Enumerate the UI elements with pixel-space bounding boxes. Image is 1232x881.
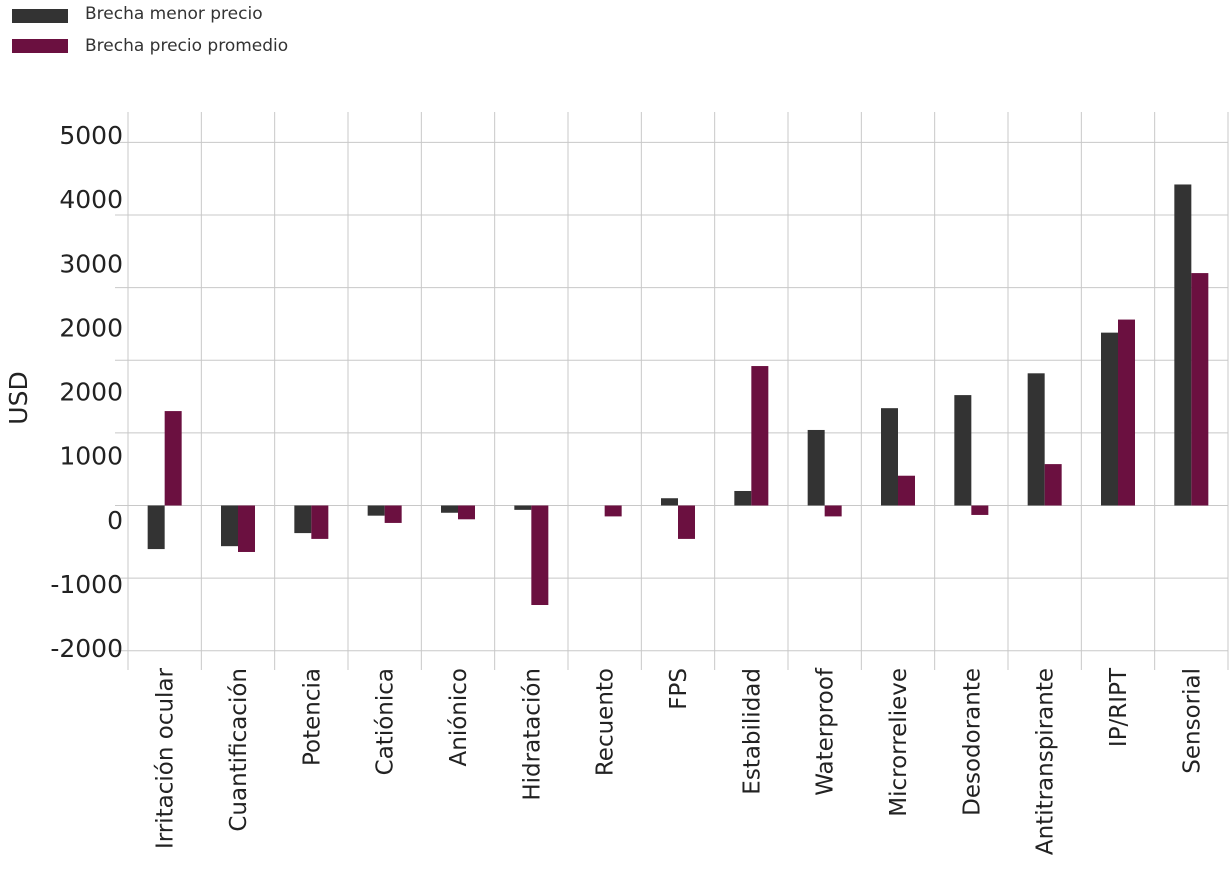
bar-menor-13 [1101, 332, 1118, 506]
x-tick-label: Waterproof [813, 667, 839, 796]
bar-promedio-9 [824, 505, 842, 517]
bar-menor-5 [514, 505, 532, 510]
bar-promedio-3 [384, 505, 402, 523]
bar-promedio-10 [898, 475, 915, 506]
y-tick-label: 2000 [59, 313, 123, 342]
y-tick-label: -1000 [50, 570, 123, 599]
x-tick-label: Aniónico [446, 668, 472, 766]
x-tick-label: Irritación ocular [153, 667, 179, 849]
legend-label-series-1: Brecha menor precio [85, 4, 263, 24]
x-tick-label: Microrrelieve [886, 668, 912, 817]
y-tick-label: 5000 [59, 121, 123, 150]
bar-menor-1 [221, 505, 238, 547]
y-axis-label: USD [4, 371, 33, 424]
bar-menor-4 [441, 505, 458, 513]
x-tick-label: Recuento [593, 668, 619, 776]
bar-promedio-1 [238, 505, 255, 552]
x-tick-label: Cuantificación [226, 668, 252, 832]
x-tick-label: Antitranspirante [1033, 668, 1059, 855]
bar-promedio-8 [751, 366, 769, 506]
x-tick-label: IP/RIPT [1106, 667, 1132, 747]
bar-promedio-11 [971, 505, 989, 515]
x-tick-label: Sensorial [1179, 668, 1205, 774]
bar-menor-3 [367, 505, 385, 516]
bar-menor-0 [147, 505, 165, 550]
bar-promedio-13 [1118, 319, 1135, 506]
x-tick-label: Potencia [299, 668, 325, 766]
bar-menor-14 [1174, 184, 1192, 506]
bar-promedio-2 [311, 505, 329, 539]
bar-menor-11 [954, 395, 972, 506]
grid [115, 112, 1229, 670]
x-tick-label: Desodorante [959, 668, 985, 816]
y-tick-label: 1000 [59, 442, 123, 471]
bar-promedio-4 [458, 505, 475, 520]
bar-promedio-0 [164, 411, 182, 506]
x-tick-label: Estabilidad [739, 668, 765, 795]
bar-menor-12 [1027, 373, 1045, 506]
x-axis-ticks: Irritación ocular Cuantificación Potencia C… [153, 667, 1206, 855]
bar-promedio-5 [531, 505, 549, 606]
x-tick-label: Catiónica [373, 668, 399, 775]
y-tick-label: 0 [107, 506, 123, 535]
x-tick-label: FPS [666, 668, 692, 710]
bar-menor-8 [734, 490, 752, 506]
bar-promedio-14 [1191, 273, 1209, 506]
x-tick-label: Hidratación [519, 668, 545, 801]
y-tick-label: 3000 [59, 249, 123, 278]
y-axis-ticks: 5000 4000 3000 2000 2000 1000 0 -1000 -2000 [50, 121, 123, 663]
bars [147, 184, 1209, 606]
y-tick-label: 2000 [59, 378, 123, 407]
bar-promedio-7 [678, 505, 695, 539]
legend-swatch-series-2 [12, 39, 68, 53]
bar-promedio-6 [604, 505, 622, 517]
legend-label-series-2: Brecha precio promedio [85, 36, 289, 56]
y-tick-label: -2000 [50, 634, 123, 663]
bar-menor-7 [661, 498, 678, 506]
legend-swatch-series-1 [12, 9, 68, 23]
y-tick-label: 4000 [59, 185, 123, 214]
bar-menor-9 [807, 429, 825, 506]
bar-menor-10 [881, 408, 898, 506]
bar-promedio-12 [1044, 464, 1062, 506]
bar-menor-2 [294, 505, 312, 534]
